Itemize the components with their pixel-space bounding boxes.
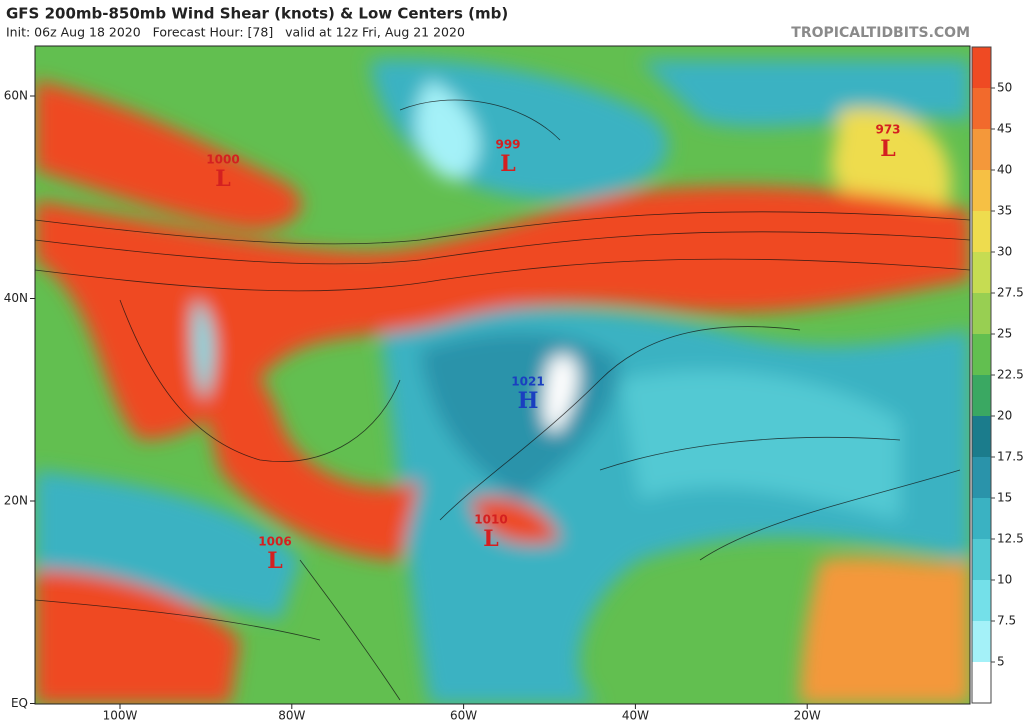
colorbar-segment (972, 211, 991, 252)
colorbar-label: 7.5 (997, 614, 1016, 628)
colorbar-segment (972, 498, 991, 539)
colorbar-segment (972, 621, 991, 662)
colorbar-label: 20 (997, 409, 1012, 423)
lon-label: 100W (103, 709, 138, 723)
center-symbol: L (267, 548, 282, 574)
center-symbol: L (880, 136, 895, 162)
colorbar-label: 10 (997, 573, 1012, 587)
colorbar-segment (972, 334, 991, 375)
colorbar-label: 25 (997, 327, 1012, 341)
colorbar-segment (972, 662, 991, 703)
colorbar-label: 17.5 (997, 450, 1024, 464)
center-pressure: 1010 (474, 513, 507, 527)
title: GFS 200mb-850mb Wind Shear (knots) & Low… (6, 5, 508, 23)
center-symbol: H (518, 388, 539, 414)
colorbar-label: 5 (997, 655, 1005, 669)
center-pressure: 973 (875, 123, 900, 137)
colorbar-label: 40 (997, 163, 1012, 177)
colorbar-label: 22.5 (997, 368, 1024, 382)
colorbar-segment (972, 457, 991, 498)
colorbar-segment (972, 47, 991, 88)
colorbar-segment (972, 375, 991, 416)
colorbar-label: 50 (997, 81, 1012, 95)
center-pressure: 1006 (258, 535, 291, 549)
lat-label: 20N (4, 494, 28, 508)
colorbar-segment (972, 416, 991, 457)
colorbar-label: 45 (997, 122, 1012, 136)
colorbar-label: 35 (997, 204, 1012, 218)
colorbar-label: 30 (997, 245, 1012, 259)
center-pressure: 1000 (206, 153, 239, 167)
center-pressure: 999 (495, 138, 520, 152)
colorbar-segment (972, 252, 991, 293)
colorbar-label: 12.5 (997, 532, 1024, 546)
colorbar-segment (972, 129, 991, 170)
site-name: TROPICALTIDBITS.COM (791, 25, 970, 41)
axis-labels: 60N 40N 20N EQ 100W 80W 60W 40W 20W (4, 89, 821, 723)
center-symbol: L (215, 166, 230, 192)
subtitle: Init: 06z Aug 18 2020 Forecast Hour: [78… (6, 25, 465, 40)
lon-label: 60W (450, 709, 477, 723)
colorbar-segment (972, 539, 991, 580)
lat-label: 40N (4, 291, 28, 305)
lon-label: 20W (794, 709, 821, 723)
center-symbol: L (483, 526, 498, 552)
colorbar-segment (972, 170, 991, 211)
colorbar-segment (972, 293, 991, 334)
lat-label: 60N (4, 89, 28, 103)
lon-label: 40W (622, 709, 649, 723)
colorbar-label: 27.5 (997, 286, 1024, 300)
lat-label: EQ (11, 696, 28, 710)
center-pressure: 1021 (511, 375, 544, 389)
colorbar-segment (972, 580, 991, 621)
lon-label: 80W (278, 709, 305, 723)
colorbar-segment (972, 88, 991, 129)
map-frame (34, 45, 971, 705)
colorbar-label: 15 (997, 491, 1012, 505)
colorbar: 50 45 40 35 30 27.5 25 22.5 20 17.5 15 12.5 10 7.5 5 (971, 46, 1024, 704)
center-symbol: L (500, 151, 515, 177)
